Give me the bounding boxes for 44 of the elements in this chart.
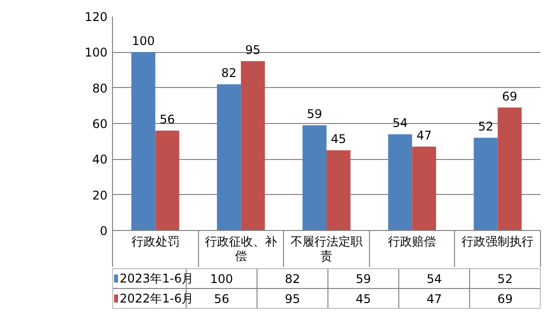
data-label: 45 (330, 132, 346, 146)
data-label: 47 (416, 128, 432, 143)
x-tick-label: 行政强制执行 (462, 234, 534, 248)
text: 45 (356, 292, 371, 306)
bar (412, 146, 436, 230)
y-tick-label: 100 (84, 46, 108, 60)
y-tick-label: 80 (92, 81, 108, 96)
y-tick-label: 40 (92, 152, 108, 167)
y-tick-label: 120 (84, 10, 108, 24)
x-tick-label: 行政赔偿 (388, 234, 436, 248)
data-label: 69 (502, 89, 518, 104)
bar (240, 61, 265, 230)
x-tick-label: 不履行法定职责 (290, 234, 362, 264)
legend-label: 2022年1-6月 (120, 292, 194, 306)
x-tick-label: 行政征收、补偿 (204, 234, 277, 264)
data-label: 56 (160, 112, 175, 126)
data-label: 100 (132, 34, 155, 48)
data-label: 59 (306, 107, 322, 122)
text: 52 (497, 272, 513, 286)
text: 82 (284, 272, 300, 286)
text: 54 (426, 272, 442, 286)
y-tick-label: 0 (100, 224, 108, 238)
bar (388, 134, 412, 230)
bar (216, 84, 241, 230)
legend-label: 2023年1-6月 (120, 272, 194, 286)
x-tick-label: 行政处罚 (131, 234, 180, 248)
text: 95 (284, 292, 300, 306)
data-label: 52 (478, 120, 494, 134)
y-tick-label: 20 (92, 188, 108, 202)
bar (302, 125, 326, 230)
bar (326, 150, 350, 230)
bar (131, 52, 156, 230)
bar (155, 130, 180, 230)
text: 59 (356, 272, 371, 286)
text: 56 (214, 292, 230, 306)
data-label: 82 (221, 66, 237, 80)
text: 47 (426, 292, 442, 306)
text: 100 (210, 272, 234, 286)
data-label: 54 (392, 116, 408, 130)
y-tick-label: 60 (92, 117, 108, 131)
bar (474, 138, 498, 230)
text: 69 (497, 292, 513, 306)
data-label: 95 (245, 42, 261, 57)
bar (498, 107, 522, 230)
